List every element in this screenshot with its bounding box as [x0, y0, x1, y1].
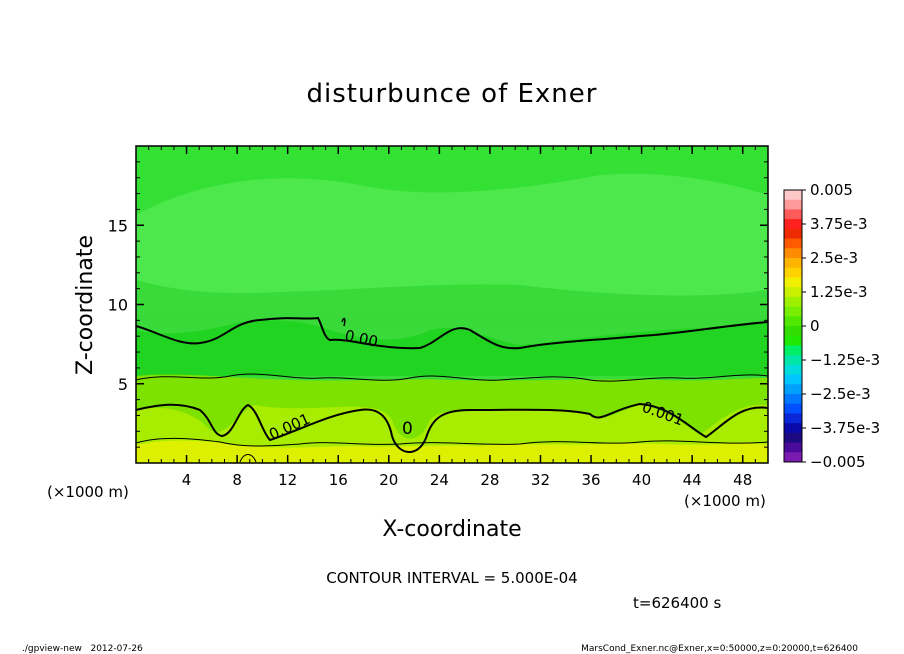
- y-tick-label: 10: [108, 296, 128, 315]
- contour-label-4: 0: [402, 419, 413, 439]
- colorbar-swatch: [784, 258, 802, 269]
- colorbar-swatch: [784, 335, 802, 346]
- y-axis-ticks: 5 10 15: [108, 161, 768, 448]
- colorbar-swatch: [784, 287, 802, 298]
- colorbar-tick-label: 2.5e-3: [810, 249, 858, 267]
- colorbar-swatch: [784, 248, 802, 259]
- colorbar-tick-label: 0: [810, 317, 820, 335]
- contour-line-0001: [136, 402, 768, 453]
- x-unit-label: (×1000 m): [684, 492, 766, 510]
- contour-line-thin-3: [239, 454, 257, 463]
- contour-fill: [136, 146, 768, 463]
- footer-right: MarsCond_Exner.nc@Exner,x=0:50000,z=0:20…: [581, 644, 858, 654]
- x-axis-label: X-coordinate: [382, 517, 521, 542]
- x-tick-label: 36: [581, 471, 600, 489]
- x-tick-label: 24: [430, 471, 449, 489]
- upper-light-band: [136, 173, 768, 296]
- contour-line-0: [136, 316, 768, 350]
- time-label: t=626400 s: [633, 594, 721, 612]
- colorbar-swatch: [784, 316, 802, 327]
- contour-line-bump: [341, 317, 346, 327]
- contour-interval-text: CONTOUR INTERVAL = 5.000E-04: [326, 569, 577, 587]
- x-tick-label: 12: [278, 471, 297, 489]
- colorbar-tick-label: 0.005: [810, 181, 853, 199]
- colorbar-swatch: [784, 228, 802, 240]
- colorbar-swatch: [784, 238, 802, 249]
- colorbar-swatch: [784, 364, 802, 376]
- x-axis-ticks: 4 8 12 16 20 24 28 32 36 40 44 48: [148, 146, 756, 489]
- colorbar-swatch: [784, 374, 802, 385]
- colorbar-swatch: [784, 296, 802, 308]
- colorbar-swatch: [784, 306, 802, 317]
- colorbar-swatch: [784, 384, 802, 395]
- colorbar-tick-label: −1.25e-3: [810, 351, 880, 369]
- x-tick-label: 28: [480, 471, 499, 489]
- colorbar-swatch: [784, 355, 802, 366]
- colorbar-swatch: [784, 199, 802, 210]
- colorbar-swatch: [784, 267, 802, 278]
- colorbar-swatch: [784, 413, 802, 424]
- y-tick-label: 5: [118, 375, 128, 394]
- colorbar-swatch: [784, 219, 802, 230]
- x-tick-label: 44: [683, 471, 702, 489]
- x-tick-label: 4: [182, 471, 192, 489]
- colorbar-swatch: [784, 345, 802, 356]
- contour-line-thin-1: [136, 373, 768, 382]
- colorbar-tick-label: −3.75e-3: [810, 419, 880, 437]
- chart-title: disturbunce of Exner: [307, 79, 598, 109]
- colorbar: [784, 190, 802, 463]
- colorbar-labels: 0.005 3.75e-3 2.5e-3 1.25e-3 0 −1.25e-3 −2.5e-…: [802, 181, 880, 471]
- colorbar-swatch: [784, 432, 802, 444]
- colorbar-swatch: [784, 190, 802, 201]
- y-tick-label: 15: [108, 216, 128, 235]
- x-tick-label: 16: [329, 471, 348, 489]
- footer-left: ./gpview-new 2012-07-26: [22, 644, 143, 654]
- colorbar-swatch: [784, 452, 802, 463]
- yellow-band: [136, 440, 768, 463]
- x-tick-label: 8: [232, 471, 242, 489]
- x-tick-label: 32: [531, 471, 550, 489]
- colorbar-swatch: [784, 403, 802, 414]
- mid-green-band: [136, 320, 768, 376]
- y-unit-label: (×1000 m): [47, 483, 129, 501]
- x-tick-label: 40: [632, 471, 651, 489]
- contour-line-thin-2: [136, 437, 768, 447]
- colorbar-swatch: [784, 326, 802, 337]
- colorbar-swatch: [784, 394, 802, 405]
- colorbar-swatch: [784, 423, 802, 434]
- x-tick-label: 20: [379, 471, 398, 489]
- contour-lines: [136, 316, 768, 463]
- colorbar-tick-label: 3.75e-3: [810, 215, 868, 233]
- x-tick-label: 48: [733, 471, 752, 489]
- colorbar-swatch: [784, 442, 802, 453]
- colorbar-swatch: [784, 277, 802, 288]
- colorbar-tick-label: −2.5e-3: [810, 385, 871, 403]
- colorbar-tick-label: 1.25e-3: [810, 283, 868, 301]
- colorbar-tick-label: −0.005: [810, 453, 866, 471]
- y-axis-label: Z-coordinate: [73, 235, 98, 375]
- colorbar-swatch: [784, 209, 802, 220]
